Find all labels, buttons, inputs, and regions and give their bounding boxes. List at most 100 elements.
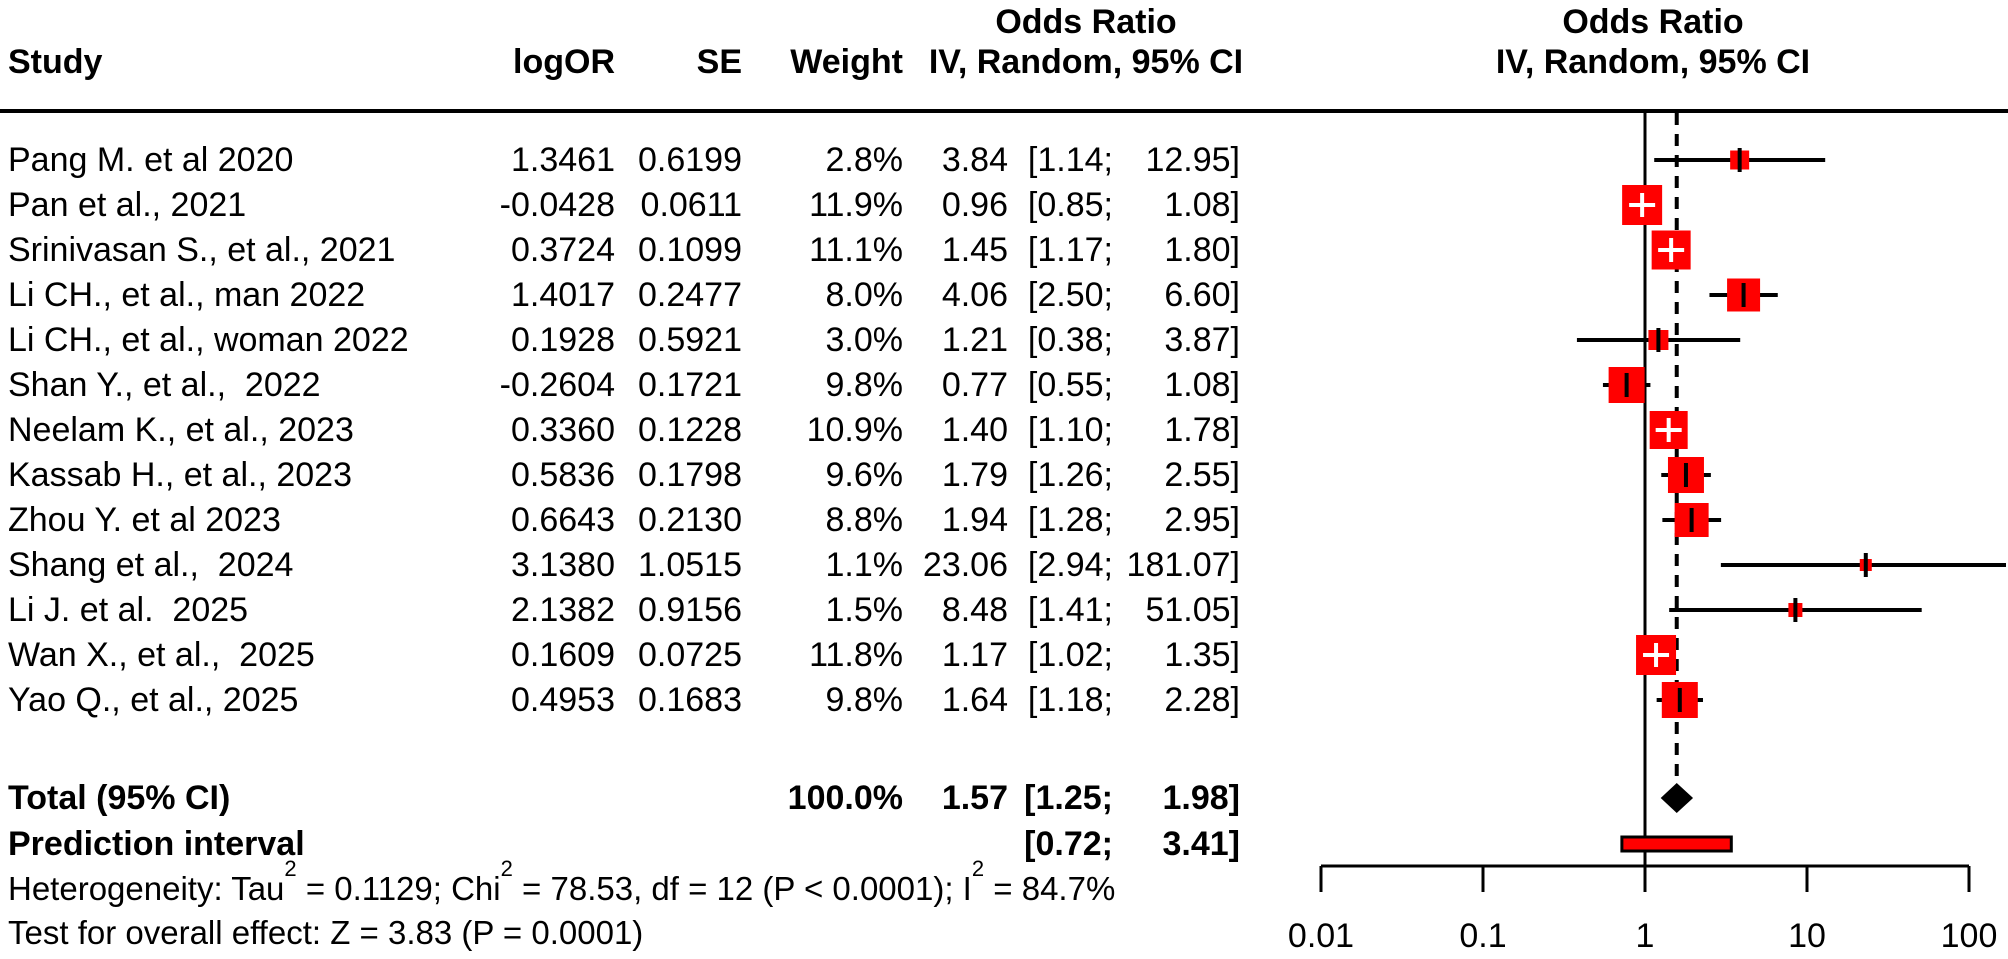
- or-value-cell: 1.94: [941, 501, 1008, 539]
- x-axis-tick-label: 0.01: [1288, 917, 1354, 955]
- prediction-interval-bar: [1620, 835, 1733, 853]
- logor-cell: 0.5836: [511, 456, 615, 494]
- stat-text: = 0.1129; Chi: [296, 870, 501, 907]
- ci-high-cell: 2.28]: [1164, 681, 1240, 719]
- superscript: 2: [500, 856, 513, 881]
- or-value-cell: 1.45: [941, 231, 1008, 269]
- ci-low-cell: [2.94;: [1027, 546, 1113, 584]
- logor-cell: -0.2604: [499, 366, 615, 404]
- weight-cell: 8.8%: [825, 501, 904, 539]
- estimate-cross-white: [1669, 238, 1674, 262]
- estimate-tick-black: [1683, 463, 1688, 487]
- total-diamond: [1660, 783, 1694, 813]
- ci-high-cell: 1.78]: [1164, 411, 1240, 449]
- logor-cell: 2.1382: [511, 591, 615, 629]
- ci-high-cell: 2.95]: [1164, 501, 1240, 539]
- study-name-cell: Kassab H., et al., 2023: [8, 456, 352, 494]
- logor-cell: 0.1609: [511, 636, 615, 674]
- study-name-cell: Li J. et al. 2025: [8, 591, 249, 629]
- estimate-cross-white: [1640, 193, 1645, 217]
- se-cell: 0.1721: [638, 366, 742, 404]
- se-cell: 0.5921: [638, 321, 742, 359]
- ci-high-cell: 3.87]: [1164, 321, 1240, 359]
- x-axis-tick-label: 0.1: [1459, 917, 1506, 955]
- ci-high-cell: 6.60]: [1164, 276, 1240, 314]
- logor-cell: 0.3360: [511, 411, 615, 449]
- ci-low-cell: [0.55;: [1027, 366, 1113, 404]
- logor-cell: 0.1928: [511, 321, 615, 359]
- plot-header-effect-ci: IV, Random, 95% CI: [1495, 43, 1811, 81]
- logor-cell: 3.1380: [511, 546, 615, 584]
- col-header-effect-ci: IV, Random, 95% CI: [928, 43, 1244, 81]
- logor-cell: 0.6643: [511, 501, 615, 539]
- ci-high-cell: 1.08]: [1164, 186, 1240, 224]
- or-value-cell: 3.84: [941, 141, 1008, 179]
- estimate-tick-black: [1737, 148, 1742, 172]
- prediction-ci-high-cell: 3.41]: [1162, 825, 1241, 863]
- total-label-cell: Total (95% CI): [8, 779, 231, 817]
- or-value-cell: 1.21: [941, 321, 1008, 359]
- estimate-tick-black: [1656, 328, 1661, 352]
- weight-cell: 11.1%: [809, 231, 903, 269]
- ci-low-cell: [1.17;: [1027, 231, 1113, 269]
- ci-high-cell: 1.08]: [1164, 366, 1240, 404]
- se-cell: 1.0515: [638, 546, 742, 584]
- or-value-cell: 23.06: [922, 546, 1008, 584]
- or-value-cell: 4.06: [941, 276, 1008, 314]
- prediction-label-cell: Prediction interval: [8, 825, 305, 863]
- study-name-cell: Srinivasan S., et al., 2021: [8, 231, 396, 269]
- study-name-cell: Pan et al., 2021: [8, 186, 247, 224]
- logor-cell: 0.3724: [511, 231, 615, 269]
- plot-column-title: Odds Ratio: [1562, 3, 1744, 41]
- ci-low-cell: [0.85;: [1027, 186, 1113, 224]
- logor-cell: 0.4953: [511, 681, 615, 719]
- estimate-tick-black: [1624, 373, 1629, 397]
- stat-text: = 78.53, df = 12 (P < 0.0001); I: [512, 870, 972, 907]
- weight-cell: 9.8%: [825, 366, 904, 404]
- heterogeneity-stats: Heterogeneity: Tau2 = 0.1129; Chi2 = 78.…: [8, 858, 1408, 911]
- study-name-cell: Pang M. et al 2020: [8, 141, 294, 179]
- study-name-cell: Yao Q., et al., 2025: [8, 681, 299, 719]
- stat-text: Heterogeneity: Tau: [8, 870, 285, 907]
- estimate-tick-black: [1863, 553, 1868, 577]
- estimate-cross-white: [1654, 643, 1659, 667]
- weight-cell: 9.6%: [825, 456, 904, 494]
- effect-column-title: Odds Ratio: [995, 3, 1177, 41]
- or-value-cell: 1.40: [941, 411, 1008, 449]
- or-value-cell: 0.96: [941, 186, 1008, 224]
- weight-cell: 8.0%: [825, 276, 904, 314]
- logor-cell: -0.0428: [499, 186, 615, 224]
- ci-high-cell: 51.05]: [1145, 591, 1240, 629]
- superscript: 2: [971, 856, 985, 881]
- study-name-cell: Li CH., et al., man 2022: [8, 276, 366, 314]
- estimate-tick-black: [1677, 688, 1682, 712]
- ci-high-cell: 1.35]: [1164, 636, 1240, 674]
- ci-low-cell: [2.50;: [1027, 276, 1113, 314]
- or-value-cell: 1.17: [941, 636, 1008, 674]
- study-name-cell: Wan X., et al., 2025: [8, 636, 315, 674]
- superscript: 2: [284, 856, 297, 881]
- weight-cell: 11.8%: [809, 636, 903, 674]
- or-value-cell: 0.77: [941, 366, 1008, 404]
- weight-cell: 1.5%: [825, 591, 904, 629]
- se-cell: 0.2477: [638, 276, 742, 314]
- ci-high-cell: 181.07]: [1126, 546, 1240, 584]
- weight-cell: 2.8%: [825, 141, 904, 179]
- col-header-weight: Weight: [790, 43, 903, 81]
- ci-high-cell: 1.80]: [1164, 231, 1240, 269]
- ci-low-cell: [1.18;: [1027, 681, 1113, 719]
- col-header-se: SE: [696, 43, 742, 81]
- x-axis-tick-label: 10: [1788, 917, 1826, 955]
- ci-low-cell: [1.41;: [1027, 591, 1113, 629]
- ci-low-cell: [1.14;: [1027, 141, 1113, 179]
- or-value-cell: 1.64: [941, 681, 1008, 719]
- col-header-logor: logOR: [513, 43, 615, 81]
- se-cell: 0.2130: [638, 501, 742, 539]
- weight-cell: 3.0%: [825, 321, 904, 359]
- total-ci-low-cell: [1.25;: [1024, 779, 1113, 817]
- estimate-tick-black: [1741, 283, 1746, 307]
- or-value-cell: 8.48: [941, 591, 1008, 629]
- overall-effect-test: Test for overall effect: Z = 3.83 (P = 0…: [8, 914, 644, 951]
- x-axis-tick-label: 1: [1636, 917, 1655, 955]
